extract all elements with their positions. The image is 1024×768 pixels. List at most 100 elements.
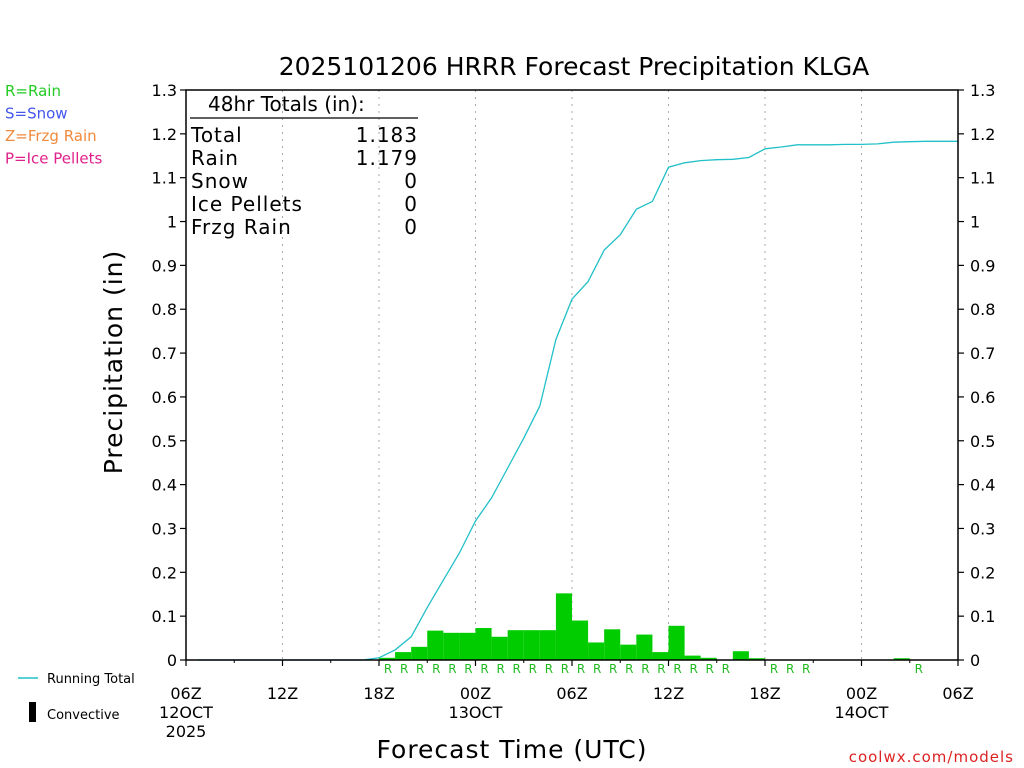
y-tick-label-left: 0.9	[152, 256, 177, 275]
ptype-marker: R	[722, 662, 730, 676]
ptype-marker: R	[480, 662, 488, 676]
ptype-marker: R	[416, 662, 424, 676]
ptype-legend-item: P=Ice Pellets	[5, 150, 102, 168]
convective-legend-label: Convective	[47, 708, 120, 723]
precip-bar	[459, 632, 476, 660]
ptype-marker: R	[577, 662, 585, 676]
precip-bar	[491, 636, 508, 660]
precip-bar	[732, 651, 749, 660]
ptype-marker: R	[400, 662, 408, 676]
x-tick-label: 2025	[166, 722, 207, 741]
precip-bar	[411, 646, 428, 660]
running-total-line	[362, 140, 958, 661]
precip-bar	[636, 634, 653, 660]
x-tick-label: 06Z	[942, 684, 973, 703]
ptype-marker: R	[802, 662, 810, 676]
y-tick-label-left: 0.1	[152, 607, 177, 626]
precip-bar	[668, 625, 685, 660]
y-tick-label-right: 1.1	[970, 169, 995, 188]
precip-bar	[604, 629, 621, 660]
y-tick-label-left: 0.2	[152, 563, 177, 582]
x-tick-label: 06Z	[556, 684, 587, 703]
totals-row-label: Frzg Rain	[191, 215, 292, 239]
totals-row-label: Rain	[191, 146, 239, 170]
x-tick-label: 00Z	[460, 684, 491, 703]
ptype-marker: R	[706, 662, 714, 676]
precip-bar	[588, 642, 605, 660]
precip-bar	[893, 658, 910, 660]
ptype-legend-item: Z=Frzg Rain	[5, 127, 97, 145]
totals-row-value: 0	[404, 215, 418, 239]
x-tick-label: 18Z	[363, 684, 394, 703]
y-tick-label-left: 0.8	[152, 300, 177, 319]
x-tick-label: 12Z	[267, 684, 298, 703]
precip-bar	[507, 630, 524, 660]
precip-bar	[572, 620, 589, 660]
precip-bar	[555, 593, 572, 660]
ptype-marker: R	[464, 662, 472, 676]
ptype-marker: R	[529, 662, 537, 676]
ptype-marker: R	[625, 662, 633, 676]
precip-bar	[539, 630, 556, 660]
y-axis-label: Precipitation (in)	[99, 250, 128, 475]
ptype-marker: R	[673, 662, 681, 676]
y-tick-label-left: 0.5	[152, 432, 177, 451]
ptype-legend-item: S=Snow	[5, 105, 68, 123]
ptype-marker: R	[915, 662, 923, 676]
series-legend: Running Total Convective	[18, 672, 135, 723]
x-tick-label: 00Z	[846, 684, 877, 703]
x-tick-label: 12OCT	[159, 703, 213, 722]
y-tick-label-right: 0	[970, 651, 980, 670]
precip-bar	[379, 657, 396, 660]
y-tick-label-left: 1.2	[152, 125, 177, 144]
totals-box: 48hr Totals (in): Total 1.183 Rain 1.179 Sno…	[190, 92, 418, 239]
ptype-marker: R	[496, 662, 504, 676]
credit-text: coolwx.com/models	[849, 748, 1014, 766]
ptype-marker: R	[689, 662, 697, 676]
ptype-marker: R	[545, 662, 553, 676]
y-tick-label-left: 1	[167, 213, 177, 232]
ptype-marker: R	[593, 662, 601, 676]
precip-bar	[443, 632, 460, 660]
ptype-marker: R	[448, 662, 456, 676]
precip-bar	[700, 657, 717, 660]
ptype-marker: R	[786, 662, 794, 676]
y-tick-label-right: 0.1	[970, 607, 995, 626]
totals-row-label: Ice Pellets	[191, 192, 303, 216]
y-tick-label-right: 0.7	[970, 344, 995, 363]
running-total-legend-label: Running Total	[47, 672, 135, 687]
y-tick-label-left: 0.7	[152, 344, 177, 363]
x-axis-label: Forecast Time (UTC)	[377, 735, 648, 764]
precip-bar	[523, 630, 540, 660]
ptype-legend: R=Rain S=Snow Z=Frzg Rain P=Ice Pellets	[5, 82, 102, 168]
totals-row-value: 0	[404, 169, 418, 193]
y-tick-label-left: 0	[167, 651, 177, 670]
totals-row-label: Snow	[191, 169, 249, 193]
ptype-marker: R	[561, 662, 569, 676]
y-tick-label-right: 1.3	[970, 81, 995, 100]
axes: 0 00.1 0.10.2 0.20.3 0.30.4 0.40.5 0.50.6 0.60.…	[152, 81, 996, 741]
ptype-marker: R	[384, 662, 392, 676]
precip-bar	[395, 652, 412, 660]
ptype-marker: R	[641, 662, 649, 676]
x-tick-label: 18Z	[749, 684, 780, 703]
y-tick-label-right: 0.4	[970, 476, 995, 495]
precip-bar	[427, 630, 444, 660]
y-tick-label-right: 0.6	[970, 388, 995, 407]
y-tick-label-right: 0.8	[970, 300, 995, 319]
running-total-series	[197, 140, 958, 661]
totals-row-value: 0	[404, 192, 418, 216]
y-tick-label-left: 1.1	[152, 169, 177, 188]
ptype-legend-item: R=Rain	[5, 82, 61, 100]
x-tick-label: 14OCT	[835, 703, 889, 722]
hourly-precip-bars	[379, 593, 910, 660]
x-tick-label: 13OCT	[449, 703, 503, 722]
y-tick-label-right: 0.3	[970, 519, 995, 538]
y-tick-label-right: 0.5	[970, 432, 995, 451]
y-tick-label-left: 0.6	[152, 388, 177, 407]
ptype-marker: R	[432, 662, 440, 676]
precip-bar	[684, 655, 701, 660]
grid-lines	[282, 90, 862, 660]
